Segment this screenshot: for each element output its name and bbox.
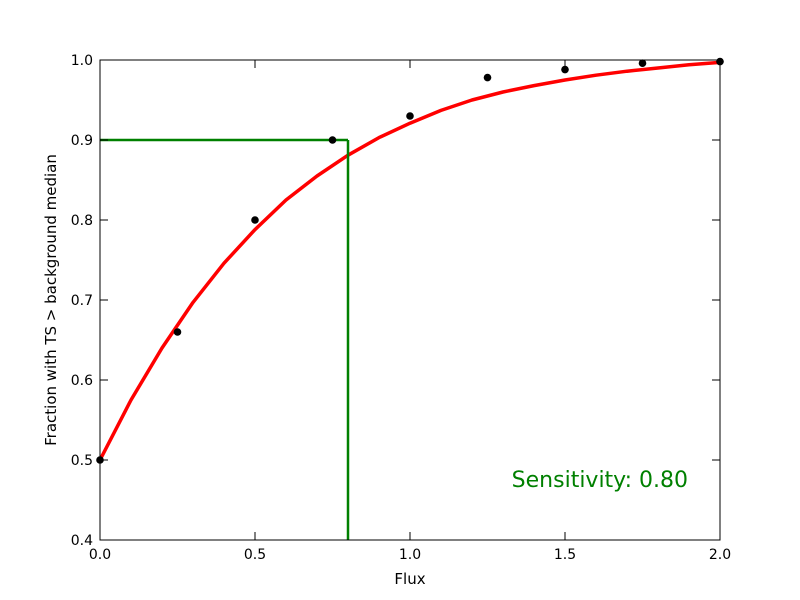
x-tick-label: 1.0: [399, 547, 421, 563]
y-axis-label: Fraction with TS > background median: [42, 154, 60, 446]
x-tick-label: 0.0: [89, 547, 111, 563]
x-axis-label: Flux: [394, 570, 425, 588]
data-point: [328, 136, 337, 144]
y-tick-label: 0.5: [71, 453, 93, 469]
fit-curve: [98, 60, 721, 461]
sensitivity-annotation: Sensitivity: 0.80: [512, 468, 688, 493]
data-point: [561, 65, 569, 74]
x-tick-label: 0.5: [244, 547, 266, 563]
data-point: [406, 112, 414, 120]
y-tick-label: 0.8: [71, 213, 93, 229]
data-point: [483, 73, 492, 82]
y-tick-label: 0.9: [71, 133, 93, 149]
data-point: [251, 216, 259, 224]
ticks-layer: 0.0 0.5 1.0 1.5 2.0 0.4 0.5 0.6 0.7 0.8 0.9 1.0: [71, 53, 731, 563]
data-point: [173, 328, 182, 336]
y-tick-label: 1.0: [71, 53, 93, 69]
y-tick-label: 0.4: [71, 533, 93, 549]
y-tick-label: 0.7: [71, 293, 93, 309]
data-point: [638, 59, 647, 67]
x-tick-label: 2.0: [709, 547, 731, 563]
y-tick-label: 0.6: [71, 373, 93, 389]
x-tick-label: 1.5: [554, 547, 576, 563]
